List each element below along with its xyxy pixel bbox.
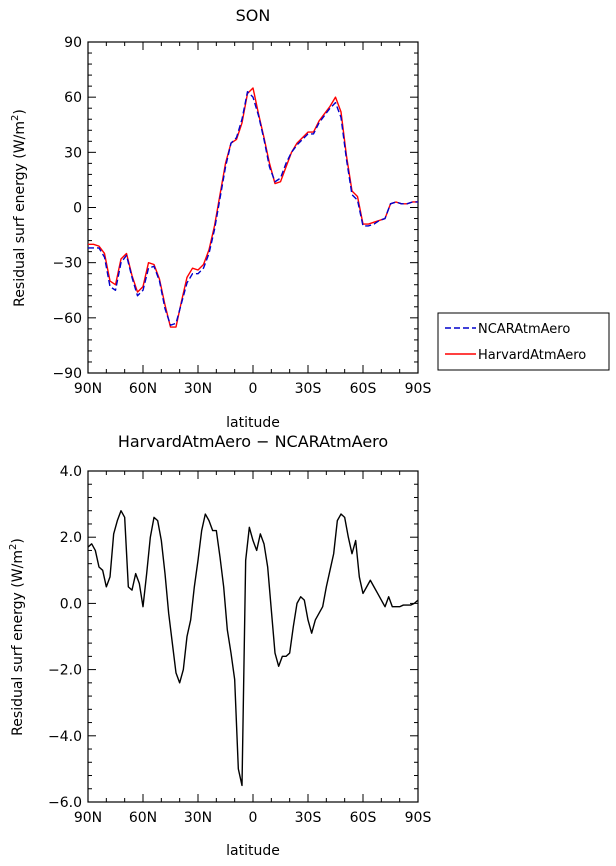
top-y-axis-label: Residual surf energy (W/m2) [10, 109, 28, 307]
top-panel: SON 90N 60N 30N 0 30S 60S 90S9060300−30−60−90 … [10, 6, 431, 431]
legend: NCARAtmAero HarvardAtmAero [437, 312, 610, 371]
top-x-tick-label: 60S [350, 381, 377, 397]
top-x-tick-label: 30S [295, 381, 322, 397]
bottom-panel: HarvardAtmAero − NCARAtmAero 90N 60N 30N 0 3… [8, 432, 431, 859]
top-x-tick-label: 90N [74, 381, 102, 397]
bottom-y-axis-label-close: ) [10, 538, 26, 543]
top-x-tick-label: 90S [405, 381, 432, 397]
bottom-x-tick-label: 30N [184, 810, 212, 826]
bottom-y-tick-label: −6.0 [48, 795, 82, 811]
top-x-tick-label: 60N [129, 381, 157, 397]
bottom-chart-title: HarvardAtmAero − NCARAtmAero [118, 432, 388, 451]
bottom-x-tick-label: 0 [249, 810, 258, 826]
bottom-y-tick-label: 4.0 [60, 464, 82, 480]
top-y-axis-label-close: ) [12, 109, 28, 114]
top-y-tick-label: −60 [52, 311, 82, 327]
bottom-y-tick-label: −4.0 [48, 729, 82, 745]
top-chart-title: SON [236, 6, 271, 25]
top-y-tick-label: 30 [64, 145, 82, 161]
top-y-tick-label: 90 [64, 35, 82, 51]
bottom-y-tick-label: 2.0 [60, 530, 82, 546]
bottom-x-tick-label: 60N [129, 810, 157, 826]
top-x-tick-label: 0 [249, 381, 258, 397]
bottom-y-axis-label-superscript: 2 [8, 544, 19, 550]
top-y-tick-label: 60 [64, 90, 82, 106]
bottom-y-tick-label: −2.0 [48, 663, 82, 679]
bottom-x-axis-label: latitude [226, 843, 280, 859]
top-x-axis-label: latitude [226, 415, 280, 431]
bottom-y-tick-label: 0.0 [60, 596, 82, 612]
bottom-x-tick-label: 90S [405, 810, 432, 826]
legend-label-ncar: NCARAtmAero [478, 322, 570, 337]
top-y-axis-label-superscript: 2 [10, 115, 21, 121]
bottom-x-tick-label: 90N [74, 810, 102, 826]
bottom-series-line-difference [87, 510, 419, 787]
legend-label-harvard: HarvardAtmAero [478, 348, 586, 363]
top-series-line-ncaratmaero [88, 90, 418, 326]
top-y-tick-label: −30 [52, 256, 82, 272]
legend-box [437, 312, 610, 371]
bottom-y-axis-label: Residual surf energy (W/m2) [8, 538, 26, 736]
top-y-tick-label: −90 [52, 366, 82, 382]
bottom-x-tick-label: 30S [295, 810, 322, 826]
top-x-tick-label: 30N [184, 381, 212, 397]
top-y-tick-label: 0 [73, 201, 82, 217]
bottom-x-tick-label: 60S [350, 810, 377, 826]
